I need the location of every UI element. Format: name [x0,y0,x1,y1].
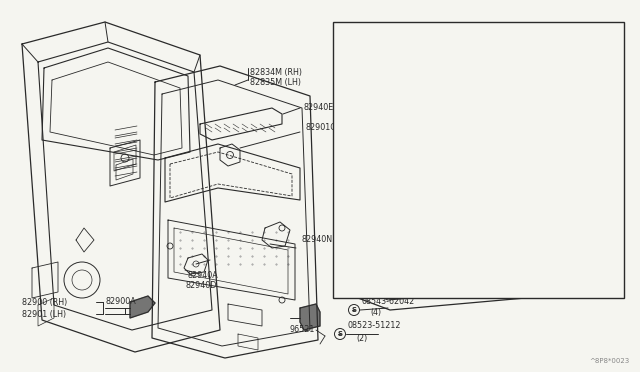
Text: 82835M (LH): 82835M (LH) [250,77,301,87]
Text: 82901G: 82901G [305,124,337,132]
Text: (4): (4) [370,308,381,317]
Text: 82900A: 82900A [106,298,137,307]
Bar [333,22,624,298]
Text: 08523-51212: 08523-51212 [348,321,401,330]
Polygon shape [130,296,155,318]
Text: 08543-62012: 08543-62012 [558,131,611,141]
Text: ^8P8*0023: ^8P8*0023 [589,358,630,364]
Polygon shape [300,304,320,330]
Text: 82941 (LH): 82941 (LH) [560,208,604,217]
Text: 82940A: 82940A [188,270,219,279]
Text: (4): (4) [565,144,576,153]
Text: 82940N: 82940N [302,235,333,244]
Text: 82901 (LH): 82901 (LH) [22,310,66,318]
Text: S: S [351,307,356,313]
Text: 82900 (RH): 82900 (RH) [22,298,67,308]
Text: 08543-62042: 08543-62042 [362,298,415,307]
Polygon shape [558,158,600,198]
Text: 82940 (RH): 82940 (RH) [560,196,605,205]
Text: 82940E: 82940E [303,103,333,112]
Text: S: S [337,331,342,337]
Text: SGL: SGL [390,291,407,299]
Text: 96521: 96521 [290,326,316,334]
Text: 82834M (RH): 82834M (RH) [250,67,302,77]
Text: S: S [545,145,550,151]
Text: 82901 (LH): 82901 (LH) [424,46,468,55]
Text: 82900 (RH): 82900 (RH) [424,35,469,45]
Text: (2): (2) [356,334,367,343]
Text: 82940D: 82940D [186,282,218,291]
